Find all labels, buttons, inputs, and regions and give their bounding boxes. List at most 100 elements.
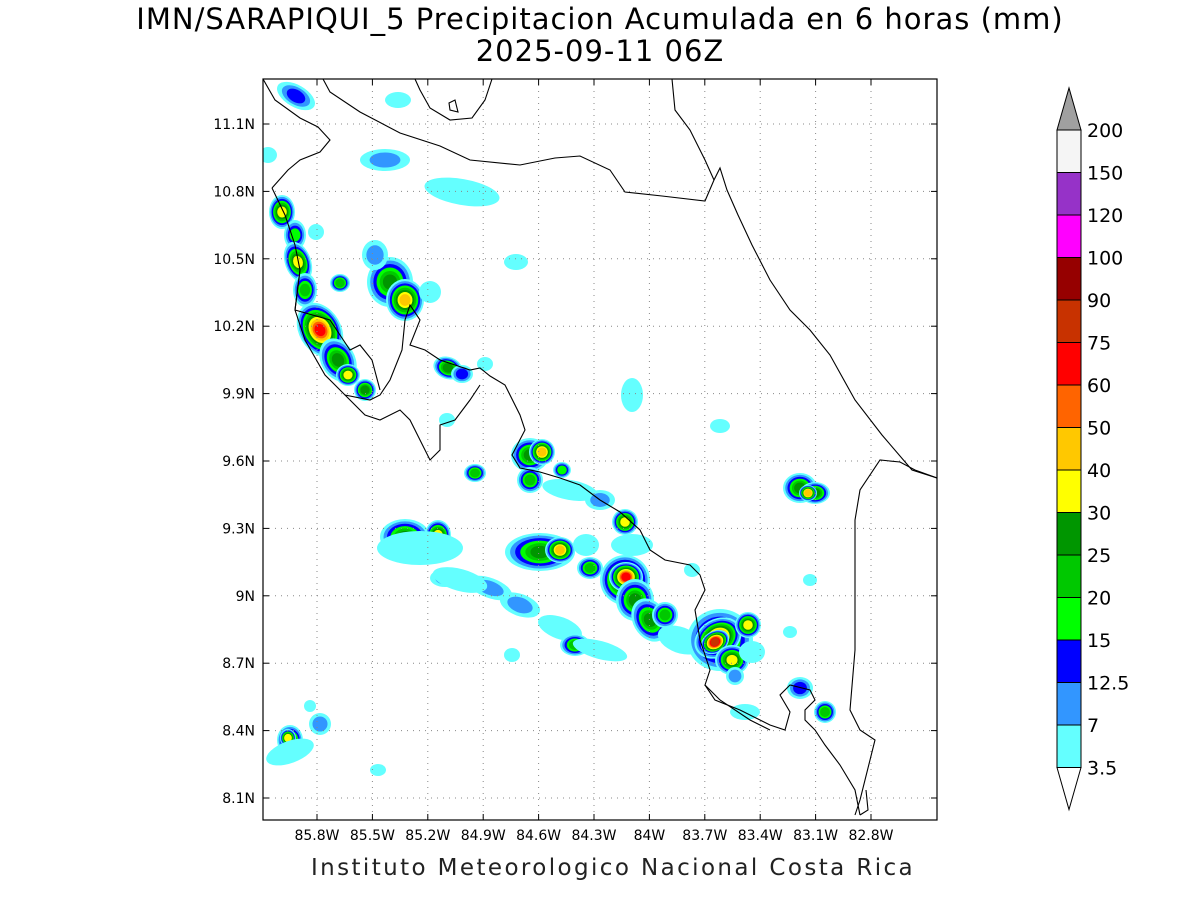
colorbar-swatch [1056,172,1082,216]
precip-cell [621,378,643,412]
precip-cell [293,273,317,307]
precip-cell [783,626,797,638]
lon-tick-label: 85.2W [405,828,450,844]
colorbar-swatch [1056,384,1082,428]
precip-cell [545,537,575,563]
colorbar-swatch [1056,639,1082,683]
precip-cell [803,574,817,586]
lon-tick-label: 85.8W [294,828,339,844]
precip-cell [573,534,599,556]
precip-cell [354,379,376,401]
colorbar-label: 120 [1087,205,1123,227]
lon-tick-label: 84.3W [571,828,616,844]
colorbar-label: 200 [1087,120,1123,142]
lon-tick-label: 85.5W [350,828,395,844]
precip-cell [572,638,628,662]
colorbar-swatch [1056,129,1082,173]
precip-cell [612,509,638,535]
precip-cell [739,641,765,663]
colorbar-label: 90 [1087,290,1111,312]
colorbar-over-arrow [1056,86,1082,131]
colorbar-swatch [1056,299,1082,343]
precip-cell [542,479,598,501]
institution-footer: Instituto Meteorologico Nacional Costa R… [310,855,916,881]
precip-cell [263,147,277,163]
colorbar-swatch [1056,257,1082,301]
lon-tick-label: 83.7W [682,828,727,844]
precip-cell [684,563,700,577]
map-date: 2025-09-11 06Z [475,34,725,68]
lat-lon-grid [263,79,937,820]
colorbar-label: 60 [1087,375,1111,397]
colorbar-label: 40 [1087,460,1111,482]
colorbar-label: 3.5 [1087,758,1117,780]
colorbar-swatch [1056,554,1082,598]
precip-cell [611,534,653,556]
precip-cell [814,701,836,723]
precip-cell [309,713,331,735]
colorbar-label: 150 [1087,163,1123,185]
precip-cell [330,274,350,292]
lat-tick-label: 8.4N [222,724,255,740]
precip-cell [499,592,541,618]
colorbar-label: 25 [1087,545,1111,567]
precip-cell [336,364,360,386]
precip-cell [715,645,749,675]
colorbar-swatch [1056,342,1082,386]
precip-cell [726,667,744,685]
colorbar-label: 30 [1087,503,1111,525]
lat-tick-label: 10.2N [213,319,255,335]
colorbar-swatch [1056,427,1082,471]
precipitation-field [263,81,836,776]
precip-cell [419,281,441,303]
map-title: IMN/SARAPIQUI_5 Precipitacion Acumulada … [136,2,1064,36]
precip-cell [432,567,488,593]
lat-tick-label: 10.8N [213,184,255,200]
plot-frame [262,78,938,821]
precip-cell [504,254,528,270]
colorbar-under-arrow [1056,767,1082,812]
precip-cell [360,149,410,171]
lat-tick-label: 9N [236,589,255,605]
lon-tick-label: 84.6W [516,828,561,844]
lon-tick-label: 84W [634,828,666,844]
precip-cell [652,602,678,628]
lat-tick-label: 8.1N [222,791,255,807]
colorbar-label: 75 [1087,333,1111,355]
colorbar-label: 7 [1087,715,1099,737]
precip-cell [424,177,500,207]
precip-cell [377,531,463,565]
precip-cell [504,648,520,662]
precip-cell [735,612,761,638]
precip-cell [304,700,316,712]
lat-tick-label: 11.1N [213,117,255,133]
lat-tick-label: 9.3N [222,521,255,537]
precip-cell [362,240,388,270]
precip-cell [477,357,493,371]
lon-tick-label: 82.8W [848,828,893,844]
colorbar-swatch [1056,682,1082,726]
colorbar-swatch [1056,724,1082,768]
precip-cell [710,419,730,433]
precip-cell [517,467,543,493]
colorbar-swatch [1056,469,1082,513]
precip-cell [700,629,730,655]
colorbar-legend: 3.5 7 12.5 15 20 25 30 40 50 60 75 90 100 120 150 200 [1056,86,1129,812]
precip-cell [370,764,386,776]
precip-cell [464,464,486,482]
precip-cell [799,485,817,501]
colorbar-label: 20 [1087,588,1111,610]
coastline-borders [263,79,937,816]
lat-tick-label: 9.6N [222,454,255,470]
precip-cell [277,81,315,111]
lat-tick-label: 9.9N [222,387,255,403]
precip-cell [529,439,555,465]
precip-cell [577,557,603,579]
lon-tick-label: 83.1W [793,828,838,844]
precip-cell [553,462,571,478]
lon-tick-label: 84.9W [461,828,506,844]
colorbar-label: 15 [1087,630,1111,652]
precip-cell [386,279,424,321]
colorbar-swatch [1056,597,1082,641]
